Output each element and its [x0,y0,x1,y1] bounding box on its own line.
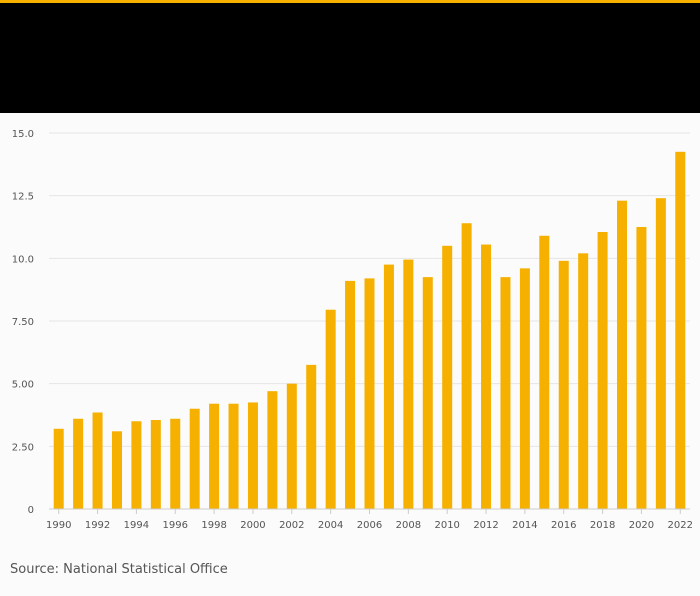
bar-1994 [131,421,142,509]
bar-2002 [286,383,297,509]
bar-1993 [111,431,122,509]
bar-1991 [73,418,84,509]
bar-2003 [306,364,317,509]
source-note: Source: National Statistical Office [10,562,228,577]
y-tick-label: 10.0 [12,254,34,265]
x-tick-label-1994: 1994 [124,520,149,531]
bar-1995 [150,420,161,509]
bar-2010 [442,245,453,510]
x-tick-label-2002: 2002 [279,520,304,531]
y-tick-label: 7.50 [12,317,34,328]
bar-2000 [247,402,258,509]
bar-2005 [345,280,356,509]
bar-2006 [364,278,375,509]
x-tick-label-1992: 1992 [85,520,110,531]
x-tick-label-2022: 2022 [668,520,693,531]
bar-2011 [461,223,472,509]
x-tick-label-2018: 2018 [590,520,615,531]
bar-2015 [539,235,550,510]
bar-1998 [209,403,220,509]
bar-2008 [403,259,414,509]
x-tick-label-2004: 2004 [318,520,343,531]
bar-2014 [519,268,530,509]
bar-2017 [578,253,589,509]
bar-2021 [655,198,666,509]
header-banner [0,3,700,113]
bar-1996 [170,418,181,509]
bar-2020 [636,227,647,509]
x-tick-label-1998: 1998 [201,520,226,531]
bar-2012 [481,244,492,509]
bar-chart: 0 2.50 5.00 7.50 10.0 12.5 15.0 1990 1992 1994 199… [0,113,700,553]
x-tick-label-2016: 2016 [551,520,576,531]
bar-2007 [383,264,394,509]
bar-2009 [422,277,433,509]
y-tick-label: 5.00 [12,380,34,391]
bar-1999 [228,403,239,509]
bar-2018 [597,232,608,509]
x-tick-label-2000: 2000 [240,520,265,531]
y-tick-label: 15.0 [12,129,34,140]
x-tick-label-2008: 2008 [396,520,421,531]
bar-2016 [558,260,569,509]
x-tick-label-2012: 2012 [473,520,498,531]
y-tick-label: 2.50 [12,442,34,453]
x-tick-label-1996: 1996 [163,520,188,531]
bar-2013 [500,277,511,509]
bar-2004 [325,309,336,509]
bar-2001 [267,391,278,509]
x-tick-label-2010: 2010 [434,520,459,531]
bar-1990 [53,428,64,509]
y-tick-label: 0 [28,505,34,516]
x-tick-label-2006: 2006 [357,520,382,531]
bar-2019 [617,200,628,509]
x-tick-label-2020: 2020 [629,520,654,531]
top-accent-bar [0,0,700,3]
x-tick-label-2014: 2014 [512,520,537,531]
chart-svg: 0 2.50 5.00 7.50 10.0 12.5 15.0 1990 1992 1994 199… [12,129,693,531]
bar-2022 [675,151,686,510]
bar-1992 [92,412,103,509]
y-tick-label: 12.5 [12,192,34,203]
x-tick-label-1990: 1990 [46,520,71,531]
bar-1997 [189,408,200,509]
